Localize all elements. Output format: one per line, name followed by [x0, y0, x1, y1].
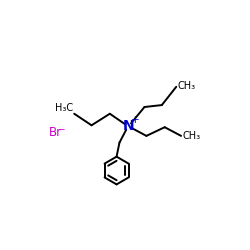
Text: CH₃: CH₃	[177, 82, 195, 92]
Text: −: −	[58, 124, 65, 133]
Text: H₃C: H₃C	[55, 103, 73, 113]
Text: Br: Br	[49, 126, 62, 138]
Text: N: N	[122, 119, 134, 133]
Text: CH₃: CH₃	[182, 132, 200, 141]
Text: +: +	[131, 116, 140, 126]
